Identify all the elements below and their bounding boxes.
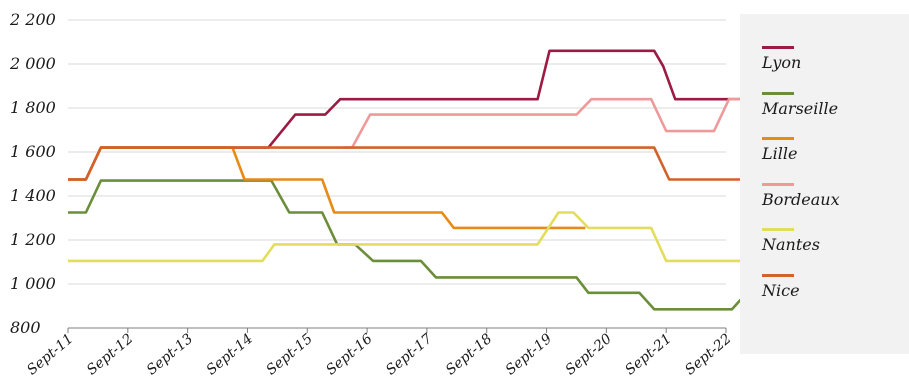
x-tick-label: Sept-11 xyxy=(24,331,76,379)
y-tick-label: 1 200 xyxy=(10,230,56,249)
y-tick-label: 1 000 xyxy=(10,274,56,293)
series-line-nantes xyxy=(68,211,777,263)
legend-item-marseille: Marseille xyxy=(762,91,839,119)
legend-item-lyon: Lyon xyxy=(762,46,801,73)
x-tick-label: Sept-16 xyxy=(323,331,375,379)
series-lines xyxy=(68,49,777,311)
x-tick-label: Sept-18 xyxy=(443,331,495,379)
x-tick-label: Sept-12 xyxy=(84,331,136,379)
legend-label: Marseille xyxy=(762,98,839,118)
x-tick-label: Sept-15 xyxy=(263,331,315,379)
legend-label: Lille xyxy=(762,144,798,163)
legend-item-bordeaux: Bordeaux xyxy=(762,182,840,210)
legend: Lyon Marseille Lille Bordeaux Nantes Nice xyxy=(740,14,909,354)
legend-item-nice: Nice xyxy=(762,273,800,301)
x-tick-label: Sept-21 xyxy=(622,331,674,379)
y-tick-label: 800 xyxy=(10,318,41,337)
series-line-bordeaux xyxy=(343,97,777,149)
legend-swatch xyxy=(762,46,794,49)
x-axis-tick-marks xyxy=(67,328,727,333)
y-tick-label: 1 600 xyxy=(10,142,56,161)
legend-swatch xyxy=(762,91,794,95)
series-line-lille xyxy=(68,146,586,230)
y-tick-label: 1 400 xyxy=(10,186,56,205)
gridlines xyxy=(68,19,726,329)
legend-item-lille: Lille xyxy=(762,137,797,164)
legend-label: Nantes xyxy=(762,235,820,254)
x-tick-label: Sept-13 xyxy=(144,331,196,379)
x-tick-label: Sept-17 xyxy=(383,331,435,379)
legend-swatch xyxy=(762,273,794,277)
legend-item-nantes: Nantes xyxy=(762,228,820,255)
legend-label: Lyon xyxy=(762,53,802,72)
series-line-nice xyxy=(68,146,777,181)
legend-swatch xyxy=(762,137,794,140)
x-tick-label: Sept-22 xyxy=(682,331,734,379)
x-axis-ticks: Sept-11 Sept-12 Sept-13 Sept-14 Sept-15 Sept-… xyxy=(24,331,734,379)
legend-label: Bordeaux xyxy=(762,189,840,209)
y-tick-label: 1 800 xyxy=(10,98,56,117)
x-tick-label: Sept-14 xyxy=(204,331,256,379)
series-line-marseille xyxy=(68,179,777,311)
legend-swatch xyxy=(762,228,794,231)
x-tick-label: Sept-20 xyxy=(563,331,615,379)
legend-swatch xyxy=(762,182,794,186)
y-axis-ticks: 800 1 000 1 200 1 400 1 600 1 800 2 000 2 200 xyxy=(9,10,56,337)
y-tick-label: 2 200 xyxy=(9,10,56,29)
x-tick-label: Sept-19 xyxy=(503,331,555,379)
legend-label: Nice xyxy=(762,280,800,300)
y-tick-label: 2 000 xyxy=(9,54,56,73)
